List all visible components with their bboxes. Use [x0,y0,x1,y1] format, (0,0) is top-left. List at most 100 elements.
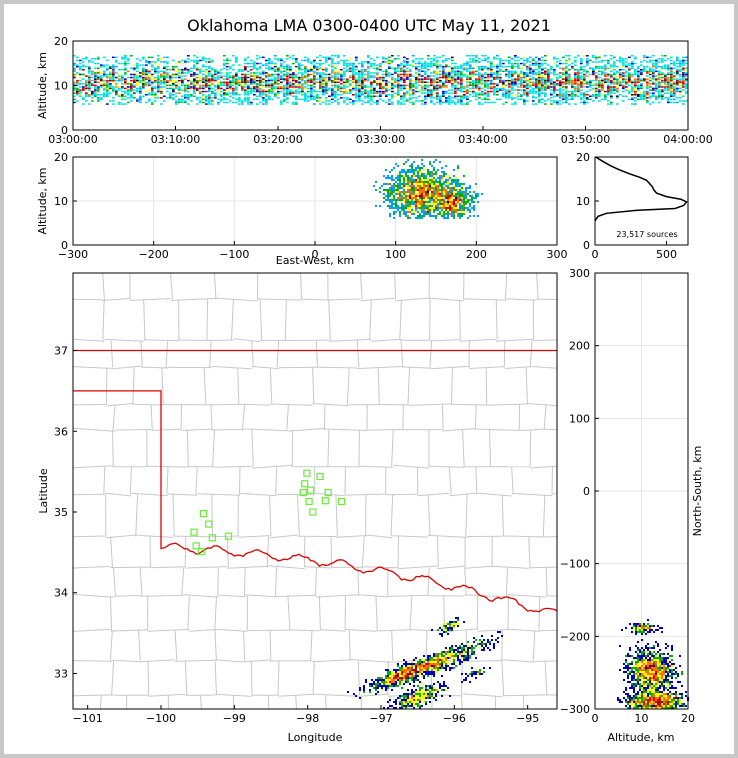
altitude-time-cell [127,90,130,93]
ew-cell [429,213,431,215]
altitude-time-cell [412,94,415,96]
altitude-time-cell [91,100,94,102]
ew-cell [447,197,449,199]
altitude-time-cell [139,75,142,77]
altitude-time-cell [535,83,538,85]
altitude-time-cell [586,72,589,74]
county-line [489,429,492,467]
altitude-time-cell [103,70,106,73]
altitude-time-cell [256,90,259,93]
altitude-time-cell [523,75,526,77]
altitude-time-cell [397,67,400,69]
altitude-time-cell [250,92,253,94]
altitude-time-cell [505,81,508,83]
altitude-time-cell [592,56,595,59]
ew-cell [425,189,427,191]
ew-cell [375,205,377,207]
county-line [243,630,246,661]
altitude-time-cell [100,72,103,74]
altitude-time-cell [208,98,211,101]
altitude-time-cell [235,81,238,83]
county-line [73,465,113,469]
altitude-time-cell [295,95,298,97]
ew-cell [433,199,435,201]
altitude-time-cell [331,59,334,62]
county-line [266,536,270,568]
altitude-time-cell [379,84,382,87]
ew-cell [477,193,479,195]
altitude-time-cell [127,69,130,71]
altitude-time-cell [163,61,166,63]
altitude-time-cell [616,103,619,105]
altitude-time-cell [154,92,157,94]
altitude-time-cell [208,90,211,93]
altitude-time-cell [226,65,229,68]
altitude-time-cell [535,97,538,99]
altitude-time-cell [331,65,334,68]
altitude-time-cell [190,87,193,90]
altitude-time-cell [559,100,562,102]
altitude-time-cell [439,56,442,59]
altitude-time-cell [670,86,673,88]
altitude-time-cell [355,56,358,59]
altitude-time-cell [673,78,676,80]
ew-cell [445,209,447,211]
altitude-time-cell [619,69,622,71]
altitude-time-cell [370,62,373,65]
ew-cell [409,171,411,173]
altitude-time-cell [613,76,616,79]
ew-cell [457,189,459,191]
altitude-time-cell [85,92,88,94]
altitude-time-cell [661,69,664,71]
altitude-time-cell [184,72,187,74]
altitude-time-cell [520,72,523,74]
altitude-time-cell [619,83,622,85]
altitude-time-cell [220,75,223,77]
ew-cell [415,183,417,185]
ew-cell [437,185,439,187]
altitude-time-cell [193,64,196,66]
altitude-time-cell [376,72,379,74]
ew-cell [391,203,393,205]
altitude-time-cell [187,55,190,57]
altitude-time-cell [112,56,115,59]
altitude-time-cell [115,84,118,87]
altitude-time-cell [664,73,667,76]
altitude-time-cell [100,79,103,82]
altitude-time-cell [133,92,136,94]
altitude-time-cell [421,58,424,60]
altitude-time-cell [553,90,556,93]
altitude-time-cell [337,103,340,105]
altitude-time-cell [412,103,415,105]
altitude-time-cell [367,62,370,65]
ew-cell [401,193,403,195]
ew-cell [435,199,437,201]
altitude-time-cell [460,70,463,73]
ew-cell [407,189,409,191]
altitude-time-cell [610,81,613,83]
altitude-time-cell [454,65,457,68]
altitude-time-cell [145,94,148,96]
ew-cell [431,195,433,197]
altitude-time-cell [544,87,547,90]
altitude-time-cell [607,103,610,105]
altitude-time-cell [133,86,136,88]
altitude-time-cell [541,101,544,104]
county-line [211,365,252,370]
altitude-time-cell [631,64,634,66]
altitude-time-cell [421,90,424,93]
ew-cell [403,193,405,195]
altitude-time-cell [499,61,502,63]
altitude-time-cell [79,69,82,71]
ew-cell [421,183,423,185]
county-line [102,273,105,300]
altitude-time-cell [268,97,271,99]
altitude-time-cell [499,87,502,90]
altitude-time-cell [136,79,139,82]
altitude-time-cell [670,95,673,97]
county-line [357,594,388,598]
altitude-time-cell [574,78,577,80]
altitude-time-cell [487,83,490,85]
county-line [425,630,428,661]
altitude-time-cell [511,67,514,69]
